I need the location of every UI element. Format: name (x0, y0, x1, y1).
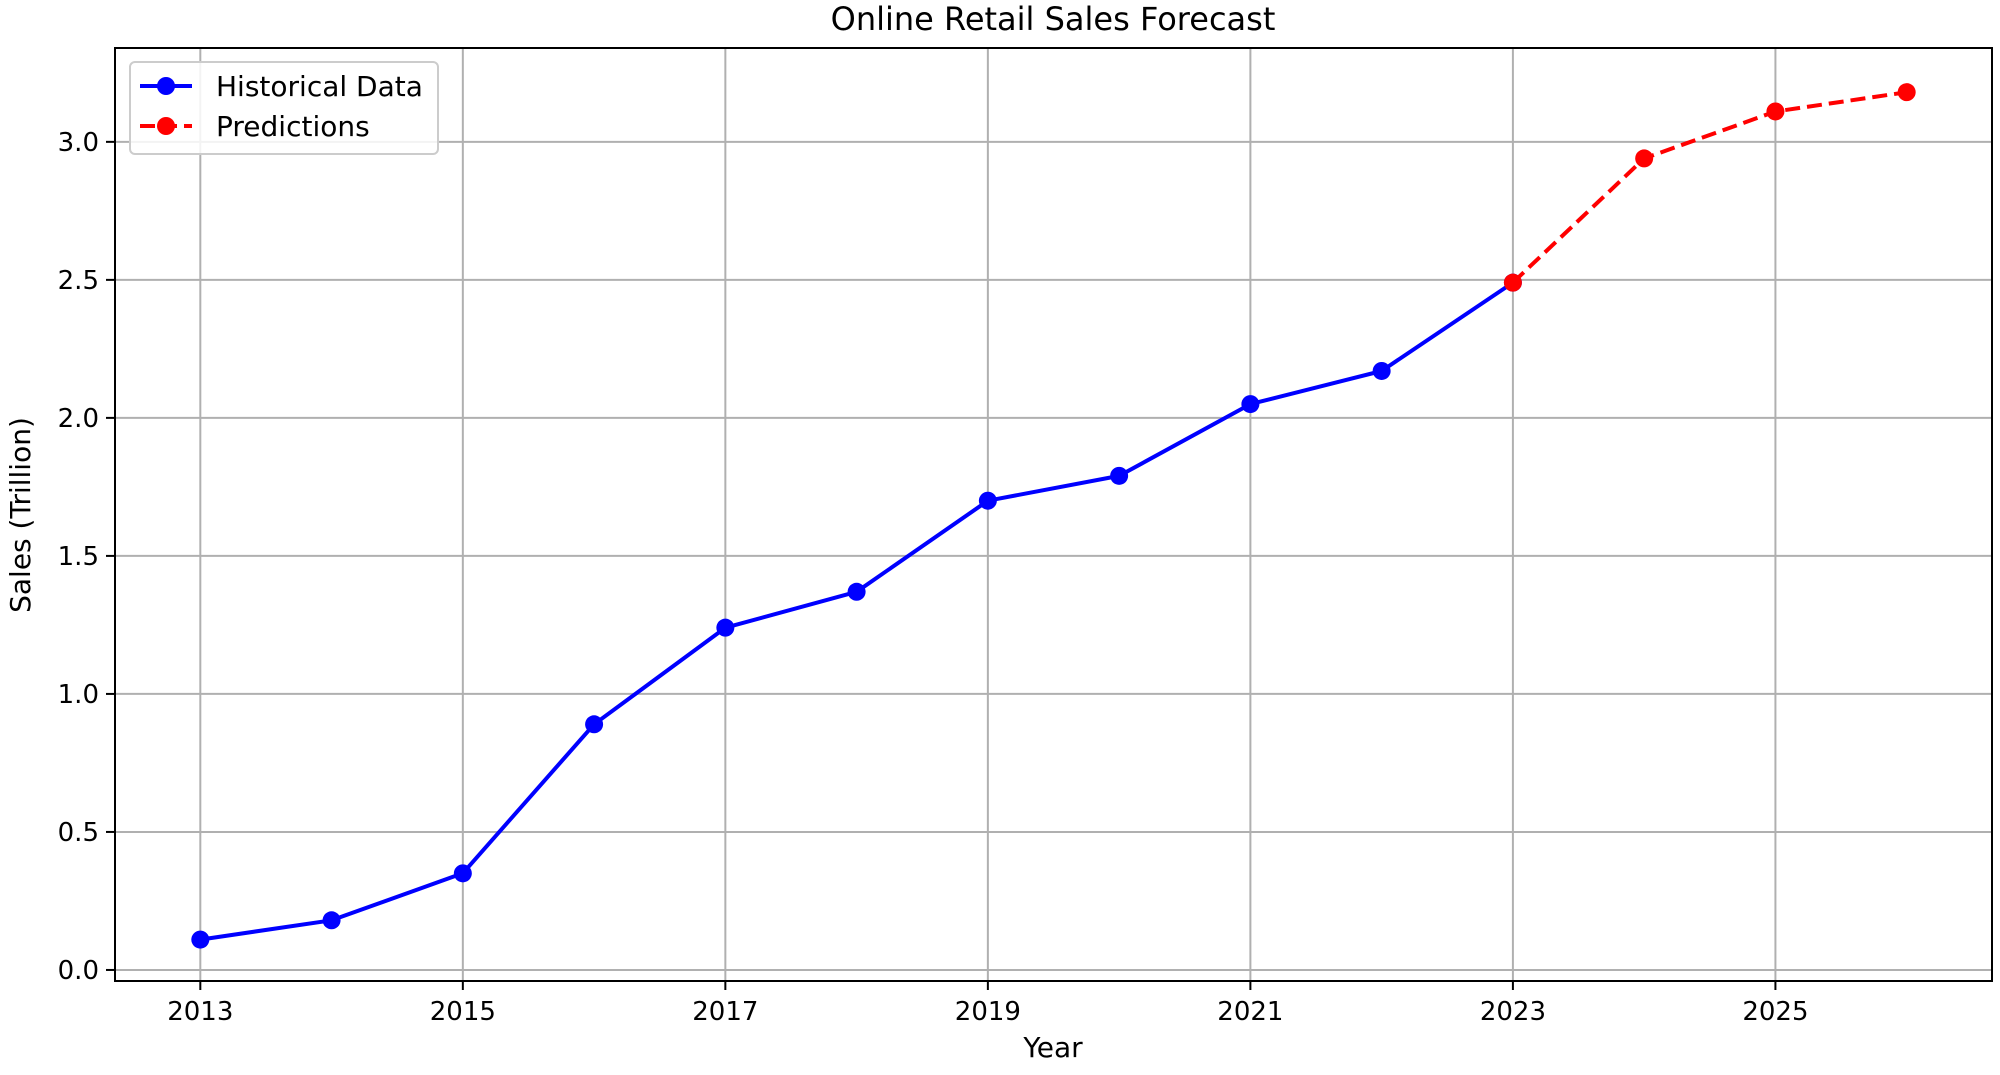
y-axis: 0.0 0.5 1.0 1.5 2.0 2.5 3.0 (58, 128, 115, 986)
data-point (978, 491, 997, 510)
data-point (1241, 395, 1260, 414)
series-historical-data (191, 273, 1522, 949)
series-line (200, 280, 1515, 942)
data-point (716, 618, 735, 637)
data-point (847, 582, 866, 601)
plot-frame (114, 47, 1993, 982)
y-tick-label: 1.0 (58, 680, 99, 710)
x-tick-label: 2025 (1742, 997, 1808, 1027)
chart-title: Online Retail Sales Forecast (831, 0, 1276, 38)
series-predictions (1503, 83, 1916, 292)
data-point (322, 911, 341, 930)
legend-label: Historical Data (216, 70, 423, 103)
legend-item: Predictions (140, 110, 370, 143)
series-line (1511, 90, 1907, 285)
legend: Historical Data Predictions (129, 61, 439, 155)
x-tick-label: 2015 (430, 997, 496, 1027)
data-point (585, 715, 604, 734)
legend-marker (157, 77, 175, 95)
series-layer (191, 83, 1916, 949)
data-point (453, 864, 472, 883)
legend-label: Predictions (216, 110, 370, 143)
x-axis: 2013 2015 2017 2019 2021 2023 2025 (167, 981, 1809, 1027)
y-tick-label: 2.5 (58, 266, 99, 296)
x-tick-label: 2023 (1480, 997, 1546, 1027)
data-point (1110, 466, 1129, 485)
data-point (1372, 361, 1391, 380)
x-tick-label: 2017 (692, 997, 758, 1027)
y-tick-label: 1.5 (58, 542, 99, 572)
data-point (1635, 149, 1654, 168)
grid-lines (115, 48, 1992, 981)
legend-marker (157, 117, 175, 135)
y-tick-label: 3.0 (58, 128, 99, 158)
legend-box (129, 61, 439, 155)
y-tick-label: 0.0 (58, 956, 99, 986)
x-tick-label: 2021 (1217, 997, 1283, 1027)
y-tick-label: 2.0 (58, 404, 99, 434)
y-tick-label: 0.5 (58, 818, 99, 848)
data-point (1503, 273, 1522, 292)
x-axis-title: Year (1022, 1031, 1083, 1064)
x-tick-label: 2013 (167, 997, 233, 1027)
legend-item: Historical Data (140, 70, 423, 103)
data-point (1897, 83, 1916, 102)
data-point (1766, 102, 1785, 121)
y-axis-title: Sales (Trillion) (4, 417, 37, 613)
data-point (191, 930, 210, 949)
x-tick-label: 2019 (955, 997, 1021, 1027)
